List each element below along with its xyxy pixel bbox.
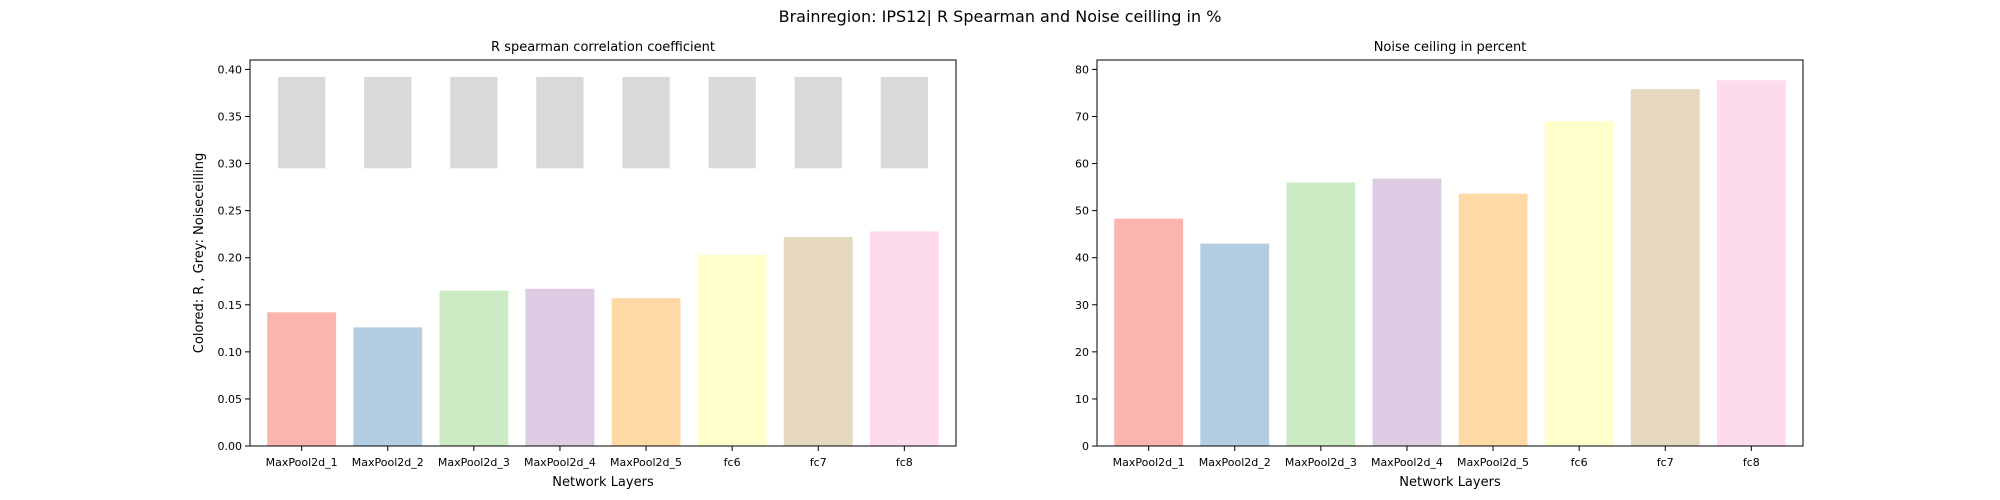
x-tick-label: fc8: [896, 456, 913, 469]
noise-ceiling-bar: [364, 76, 412, 169]
chart-left-xlabel: Network Layers: [552, 475, 654, 490]
y-tick-label: 0.05: [218, 393, 243, 406]
x-tick-label: MaxPool2d_5: [610, 456, 682, 469]
bar-maxpool2d-2: [353, 327, 423, 446]
bar-maxpool2d-3: [439, 290, 509, 446]
x-tick-label: MaxPool2d_3: [1285, 456, 1357, 469]
y-tick-label: 40: [1075, 252, 1089, 265]
chart-right-x-axis: MaxPool2d_1 MaxPool2d_2 MaxPool2d_3 MaxPool…: [1113, 446, 1760, 469]
bar-maxpool2d-3: [1286, 182, 1356, 446]
bar-fc7: [783, 237, 853, 446]
chart-right-y-axis: 0 10 20 30 40 50 60 70 80: [1075, 63, 1097, 453]
noise-ceiling-bar: [794, 76, 842, 169]
x-tick-label: MaxPool2d_4: [1371, 456, 1443, 469]
chart-right-title: Noise ceiling in percent: [1374, 40, 1527, 55]
y-tick-label: 0.25: [218, 205, 243, 218]
x-tick-label: MaxPool2d_4: [524, 456, 596, 469]
y-tick-label: 30: [1075, 299, 1089, 312]
x-tick-label: fc7: [1657, 456, 1674, 469]
x-tick-label: MaxPool2d_2: [1199, 456, 1271, 469]
bar-fc6: [697, 254, 767, 446]
noise-ceiling-bar: [880, 76, 929, 169]
chart-left-frame: [249, 59, 957, 447]
chart-left-ylabel: Colored: R , Grey: Noiseceilling: [192, 153, 207, 353]
chart-left-noise-bars: [277, 76, 929, 169]
bar-maxpool2d-1: [1114, 218, 1184, 446]
y-tick-label: 50: [1075, 205, 1089, 218]
bar-fc7: [1630, 89, 1700, 446]
y-tick-label: 0.15: [218, 299, 243, 312]
bar-fc8: [869, 231, 939, 446]
bar-maxpool2d-2: [1200, 243, 1270, 446]
y-tick-label: 0.30: [218, 158, 243, 171]
y-tick-label: 0: [1082, 440, 1089, 453]
noise-ceiling-bar: [277, 76, 326, 169]
chart-right: Noise ceiling in percent 0 10 20 30 40 50 60 70…: [1075, 40, 1804, 490]
bar-fc8: [1716, 80, 1786, 447]
chart-right-frame: [1096, 59, 1804, 447]
noise-ceiling-bar: [450, 76, 498, 169]
chart-right-xlabel: Network Layers: [1399, 475, 1501, 490]
noise-ceiling-bar: [708, 76, 756, 169]
chart-left-bars: [267, 231, 939, 446]
y-tick-label: 60: [1075, 158, 1089, 171]
chart-left: R spearman correlation coefficient 0.000…: [192, 40, 957, 490]
noise-ceiling-bar: [536, 76, 584, 169]
chart-right-bars: [1114, 80, 1786, 447]
figure-suptitle: Brainregion: IPS12| R Spearman and Noise…: [779, 7, 1222, 26]
y-tick-label: 0.20: [218, 252, 243, 265]
bar-fc6: [1544, 121, 1614, 446]
bar-maxpool2d-1: [267, 312, 337, 446]
y-tick-label: 70: [1075, 110, 1089, 123]
x-tick-label: MaxPool2d_2: [352, 456, 424, 469]
y-tick-label: 10: [1075, 393, 1089, 406]
chart-left-y-axis: 0.00 0.05 0.10 0.15 0.20 0.25 0.30 0.35 0.40: [218, 63, 250, 453]
x-tick-label: fc6: [1571, 456, 1588, 469]
x-tick-label: MaxPool2d_5: [1457, 456, 1529, 469]
y-tick-label: 20: [1075, 346, 1089, 359]
x-tick-label: MaxPool2d_1: [266, 456, 338, 469]
y-tick-label: 0.10: [218, 346, 243, 359]
bar-maxpool2d-4: [525, 288, 595, 446]
bar-maxpool2d-5: [1458, 193, 1528, 446]
chart-left-title: R spearman correlation coefficient: [491, 40, 715, 55]
y-tick-label: 0.00: [218, 440, 243, 453]
y-tick-label: 80: [1075, 63, 1089, 76]
x-tick-label: fc6: [724, 456, 741, 469]
y-tick-label: 0.40: [218, 63, 243, 76]
bar-maxpool2d-5: [611, 298, 681, 446]
x-tick-label: fc8: [1743, 456, 1760, 469]
noise-ceiling-bar: [622, 76, 670, 169]
x-tick-label: MaxPool2d_1: [1113, 456, 1185, 469]
x-tick-label: MaxPool2d_3: [438, 456, 510, 469]
y-tick-label: 0.35: [218, 110, 243, 123]
chart-left-x-axis: MaxPool2d_1 MaxPool2d_2 MaxPool2d_3 MaxPool…: [266, 446, 913, 469]
x-tick-label: fc7: [810, 456, 827, 469]
bar-maxpool2d-4: [1372, 178, 1442, 446]
